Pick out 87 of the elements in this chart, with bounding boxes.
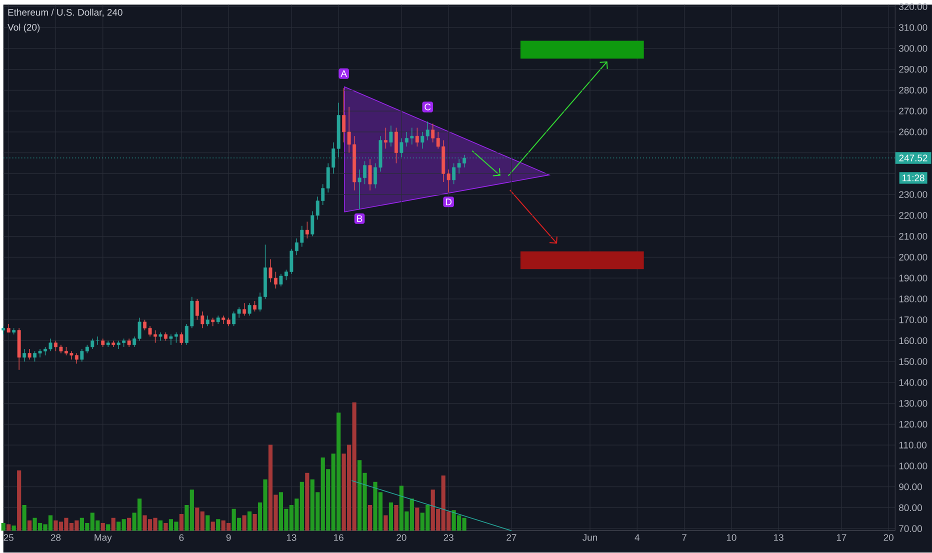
y-tick-label: 160.00	[899, 338, 928, 344]
y-tick-label: 280.00	[899, 87, 928, 94]
bar	[394, 505, 398, 531]
y-tick-label: 130.00	[899, 400, 928, 407]
y-tick-label: 260.00	[899, 128, 928, 136]
x-tick-label: 6	[179, 534, 184, 542]
candlestick	[28, 348, 32, 360]
y-tick-label: 270.00	[899, 108, 928, 115]
bar	[242, 515, 246, 531]
bar	[1, 523, 6, 531]
x-tick-label: 4	[634, 534, 640, 541]
candlestick	[305, 222, 309, 239]
x-tick-label: 13	[774, 534, 784, 542]
x-tick-label: 20	[884, 534, 894, 542]
y-tick-label: 90.00	[899, 484, 922, 490]
candlestick	[180, 332, 184, 346]
bar	[388, 502, 394, 531]
y-tick-label: 220.00	[899, 212, 928, 219]
bar	[17, 470, 22, 531]
x-tick-label: 13	[286, 534, 296, 542]
x-tick-label: 16	[334, 534, 344, 542]
chart-title: Ethereum / U.S. Dollar, 240	[8, 8, 122, 18]
bar	[158, 520, 163, 531]
candlestick	[389, 126, 393, 148]
bar	[252, 514, 257, 531]
x-tick-label: 9	[226, 534, 231, 542]
x-tick-label: 10	[726, 534, 736, 542]
bar	[12, 526, 16, 531]
y-tick-label: 150.00	[899, 358, 928, 366]
annotation: D	[446, 198, 452, 206]
candlestick	[248, 302, 252, 316]
bar	[28, 520, 32, 531]
candlestick	[206, 315, 210, 327]
y-tick-label: 110.00	[899, 442, 927, 449]
x-tick-label: May	[94, 534, 112, 543]
y-tick-label: 320.00	[899, 4, 928, 10]
y-tick-label: 80.00	[899, 504, 922, 512]
bar	[127, 518, 132, 531]
y-tick-label: 310.00	[899, 24, 928, 32]
y-tick-label: 290.00	[899, 66, 928, 73]
bar	[179, 514, 184, 531]
y-tick-label: 120.00	[899, 421, 928, 428]
bar	[22, 505, 26, 531]
y-tick-label: 100.00	[899, 462, 928, 470]
bar	[206, 515, 210, 531]
annotation: A	[340, 70, 347, 78]
x-tick-label: 25	[4, 534, 14, 542]
text: 11:28	[902, 174, 924, 182]
bar	[248, 512, 252, 531]
x-tick-label: Jun	[582, 534, 598, 541]
y-tick-label: 210.00	[899, 233, 928, 240]
ref-line-label: 247.52	[899, 154, 928, 162]
bar	[415, 508, 420, 531]
x-tick-label: 27	[506, 534, 516, 542]
bar	[106, 524, 110, 531]
bar	[210, 522, 215, 531]
bar	[216, 519, 220, 531]
bar	[6, 524, 11, 531]
bar	[384, 515, 388, 531]
y-tick-label: 170.00	[899, 316, 928, 324]
candlestick	[368, 158, 372, 191]
x-tick-label: 7	[682, 534, 686, 541]
y-tick-label: 300.00	[899, 45, 928, 52]
bar	[368, 505, 372, 531]
y-tick-label: 70.00	[899, 525, 922, 532]
candlestick	[242, 302, 246, 316]
candlestick	[253, 300, 257, 312]
candlestick	[394, 128, 398, 164]
x-tick-label: 23	[444, 534, 454, 542]
annotation: B	[357, 216, 362, 222]
chart-title: Vol (20)	[8, 24, 40, 33]
x-tick-label: 20	[396, 534, 406, 542]
candlestick	[384, 128, 388, 150]
y-tick-label: 140.00	[899, 379, 928, 386]
y-tick-label: 180.00	[899, 296, 928, 302]
bar	[100, 523, 105, 531]
bar	[305, 473, 310, 531]
annotation: C	[424, 104, 431, 111]
x-tick-label: 17	[836, 534, 846, 541]
y-tick-label: 230.00	[899, 191, 928, 198]
bar	[111, 518, 116, 531]
candlestick	[22, 348, 26, 362]
x-tick-label: 28	[50, 534, 61, 542]
y-tick-label: 200.00	[899, 254, 928, 261]
y-tick-label: 190.00	[899, 274, 928, 282]
candlestick	[415, 128, 419, 148]
bar	[164, 523, 168, 531]
